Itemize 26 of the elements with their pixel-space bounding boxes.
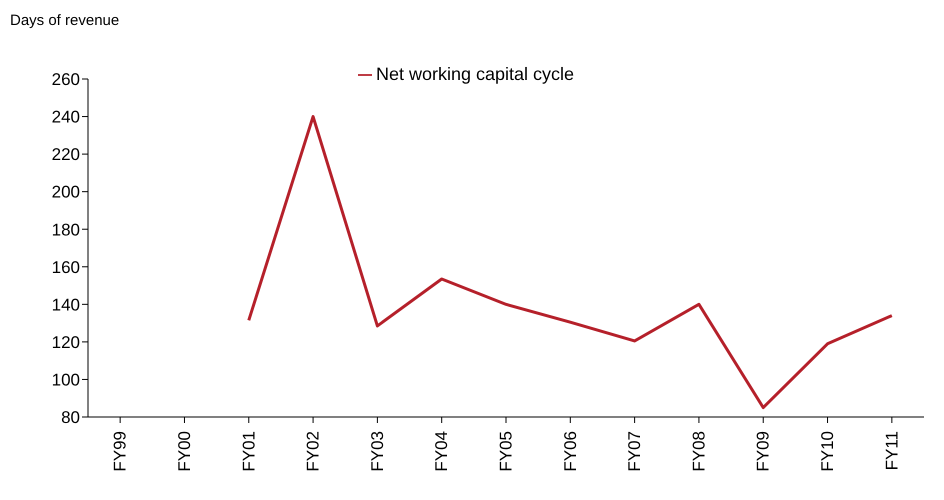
x-tick-label: FY06 [560, 431, 580, 472]
y-tick-label: 240 [52, 108, 80, 127]
x-tick-label: FY10 [818, 431, 838, 472]
x-tick-label: FY02 [304, 431, 323, 472]
x-tick-label: FY03 [368, 431, 387, 472]
x-tick-label: FY05 [496, 431, 516, 472]
x-tick-label: FY09 [754, 431, 773, 472]
x-tick-label: FY11 [882, 431, 902, 470]
x-tick-label: FY04 [432, 431, 452, 472]
y-tick-label: 100 [52, 370, 80, 390]
legend-label: Net working capital cycle [376, 64, 574, 84]
line-series [247, 115, 894, 410]
y-tick-label: 260 [52, 70, 80, 90]
y-tick-label: 220 [52, 145, 80, 164]
x-tick-label: FY07 [625, 431, 644, 472]
x-tick-label: FY01 [239, 431, 258, 472]
x-tick-label: FY99 [110, 431, 130, 472]
y-tick-label: 140 [52, 295, 80, 314]
y-tick-label: 160 [52, 258, 80, 277]
y-tick-label: 200 [52, 182, 80, 202]
x-tick-label: FY00 [174, 431, 194, 472]
y-tick-label: 120 [52, 332, 80, 352]
y-axis-title: Days of revenue [10, 12, 120, 29]
y-tick-label: 180 [52, 220, 80, 240]
y-tick-label: 80 [61, 408, 80, 428]
x-tick-label: FY08 [689, 431, 708, 472]
